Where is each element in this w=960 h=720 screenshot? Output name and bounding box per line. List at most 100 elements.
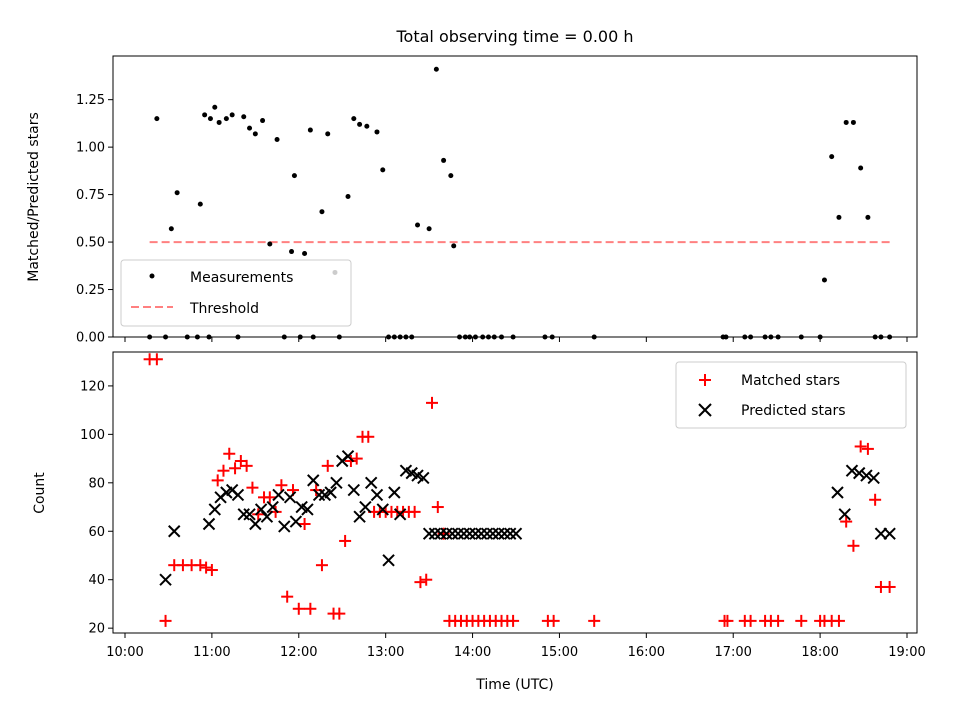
predicted-star-stroke <box>492 527 505 540</box>
measurement-point <box>448 173 454 179</box>
measurement-point <box>843 119 849 125</box>
measurement-point <box>380 167 386 173</box>
matched-star-point <box>344 455 357 468</box>
bottom-y-tick-label: 120 <box>80 379 105 394</box>
predicted-star-stroke <box>504 527 517 540</box>
x-tick-label: 16:00 <box>628 645 665 660</box>
x-tick-label: 19:00 <box>888 645 925 660</box>
matched-star-point <box>304 602 317 615</box>
predicted-star-stroke <box>254 503 268 516</box>
matched-star-point <box>281 590 294 603</box>
measurement-point <box>291 173 297 179</box>
measurement-point <box>197 201 203 207</box>
predicted-star-stroke <box>359 500 372 514</box>
predicted-star-point <box>492 527 505 540</box>
top-axis-ticks: 0.00 0.25 0.50 0.75 1.00 1.25 <box>76 93 908 346</box>
predicted-star-point <box>376 503 389 516</box>
predicted-star-stroke <box>382 554 395 567</box>
predicted-star-point <box>480 527 494 540</box>
predicted-star-point <box>243 508 256 521</box>
x-tick-label: 11:00 <box>193 645 230 660</box>
measurement-point <box>441 157 447 163</box>
matched-star-point <box>507 614 520 627</box>
predicted-star-point <box>388 486 401 499</box>
predicted-star-point <box>324 486 337 499</box>
predicted-star-point <box>353 510 366 523</box>
predicted-star-stroke <box>838 508 851 521</box>
predicted-star-point <box>509 527 523 540</box>
predicted-star-point <box>289 515 303 528</box>
measurement-point <box>345 194 351 199</box>
predicted-star-point <box>370 488 384 502</box>
legend-predicted-marker <box>698 403 712 417</box>
predicted-star-stroke <box>353 510 366 523</box>
predicted-star-point <box>347 483 361 497</box>
predicted-star-stroke <box>324 486 337 499</box>
predicted-star-stroke <box>347 483 361 497</box>
predicted-star-stroke <box>417 471 430 485</box>
predicted-star-point <box>382 554 395 567</box>
predicted-star-point <box>845 464 859 477</box>
predicted-star-stroke <box>845 464 859 477</box>
measurement-point <box>247 125 253 131</box>
measurement-point <box>415 222 421 228</box>
bottom-legend: Matched stars Predicted stars <box>675 361 907 429</box>
predicted-star-stroke <box>434 527 447 540</box>
legend-matched-marker <box>699 374 711 386</box>
matched-star-point <box>847 539 860 552</box>
top-axes-frame <box>112 55 918 338</box>
predicted-star-point <box>853 466 866 480</box>
predicted-star-stroke <box>860 469 873 482</box>
matched-star-point <box>883 580 896 593</box>
predicted-star-point <box>434 527 447 540</box>
measurement-point <box>836 214 842 220</box>
predicted-star-point <box>283 491 297 504</box>
predicted-star-stroke <box>370 488 384 502</box>
predicted-star-stroke <box>428 527 442 540</box>
predicted-star-stroke <box>446 527 459 540</box>
bottom-y-tick-label: 80 <box>88 476 105 491</box>
predicted-star-stroke <box>440 527 453 540</box>
predicted-star-point <box>278 520 291 533</box>
matched-star-point <box>744 614 757 627</box>
predicted-star-stroke <box>243 508 256 521</box>
predicted-star-point <box>486 527 500 540</box>
predicted-star-stroke <box>399 464 413 477</box>
matched-star-point <box>547 614 560 627</box>
predicted-star-point <box>867 471 880 485</box>
matched-star-point <box>861 442 874 455</box>
top-plot-marks <box>147 66 893 340</box>
measurement-point <box>168 226 174 232</box>
top-y-tick-label: 0.25 <box>76 283 105 298</box>
measurement-point <box>865 214 871 220</box>
predicted-star-stroke <box>266 500 279 514</box>
predicted-star-stroke <box>208 503 221 516</box>
legend-measurements-label: Measurements <box>190 270 293 286</box>
predicted-star-point <box>860 469 873 482</box>
predicted-star-point <box>446 527 459 540</box>
measurement-point <box>374 129 380 135</box>
predicted-star-stroke <box>831 486 844 499</box>
predicted-star-point <box>307 474 320 487</box>
matched-star-point <box>292 602 305 615</box>
predicted-star-point <box>364 476 378 490</box>
predicted-star-stroke <box>475 527 488 540</box>
predicted-star-point <box>393 508 407 521</box>
matched-star-point <box>414 576 427 589</box>
predicted-star-stroke <box>272 488 285 502</box>
predicted-star-stroke <box>883 527 896 540</box>
predicted-star-point <box>330 476 343 490</box>
matched-star-point <box>339 534 352 547</box>
predicted-star-stroke <box>260 510 274 523</box>
top-y-tick-label: 0.00 <box>76 331 105 346</box>
predicted-star-point <box>883 527 896 540</box>
measurement-point <box>325 131 331 137</box>
legend-threshold-label: Threshold <box>189 301 259 317</box>
bottom-plot-marks <box>143 353 896 627</box>
measurement-point <box>821 277 827 283</box>
predicted-star-stroke <box>237 508 250 521</box>
predicted-star-point <box>457 527 471 540</box>
top-legend: Measurements Threshold <box>120 259 352 327</box>
bottom-axis-ticks: 20 40 60 80 100 120 10:00 11:00 12:00 13:00 14:00 1… <box>80 379 926 660</box>
matched-star-point <box>408 505 421 518</box>
